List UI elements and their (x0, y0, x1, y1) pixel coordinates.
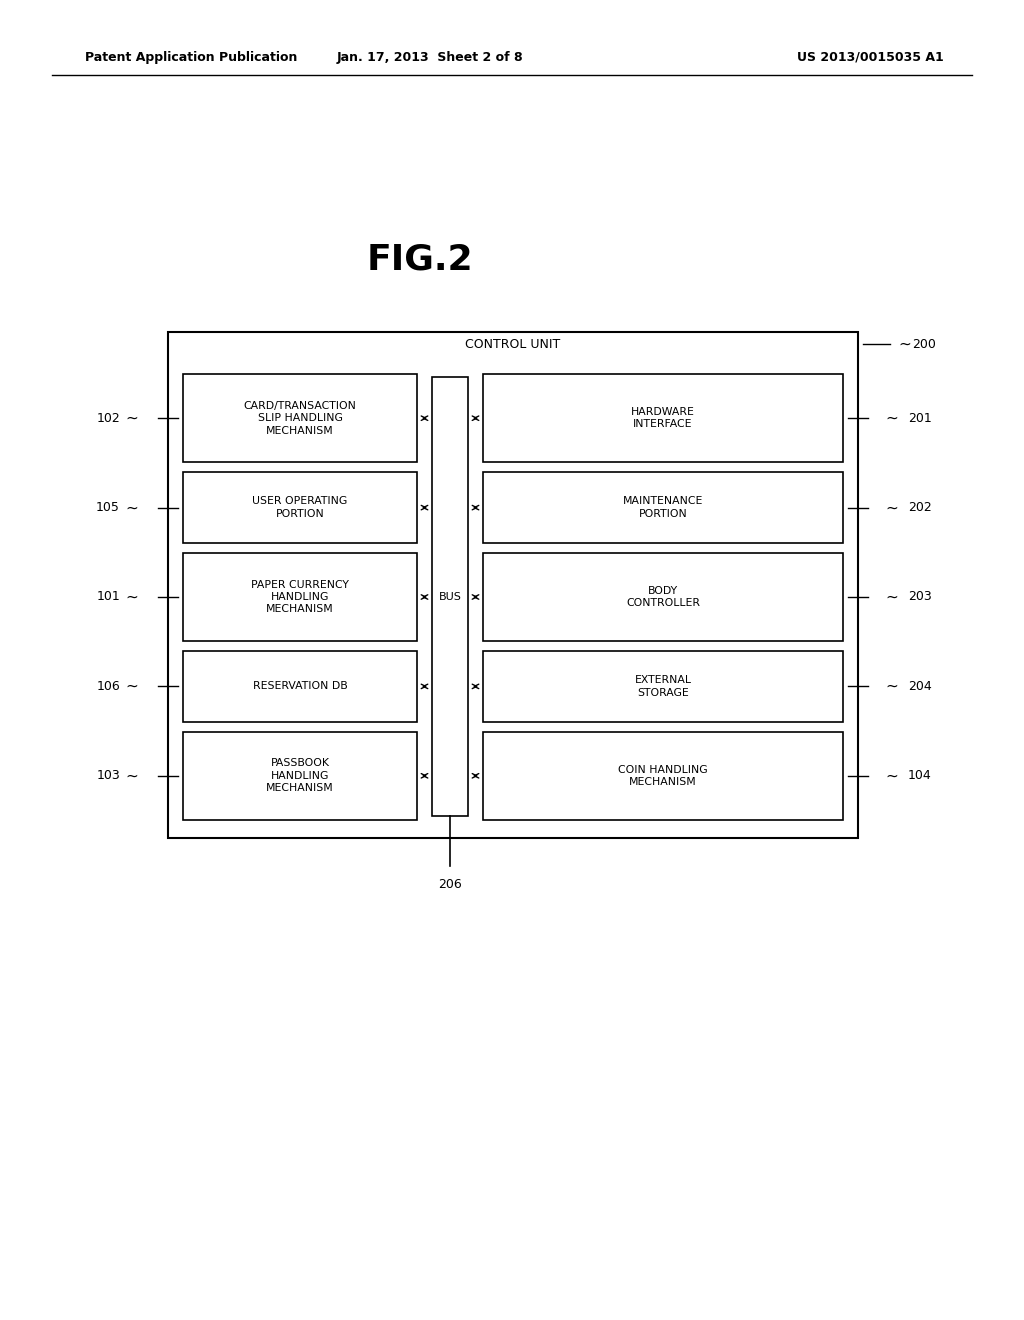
Text: Patent Application Publication: Patent Application Publication (85, 50, 297, 63)
Text: CARD/TRANSACTION
SLIP HANDLING
MECHANISM: CARD/TRANSACTION SLIP HANDLING MECHANISM (244, 401, 356, 436)
Text: 202: 202 (908, 502, 932, 513)
Text: 200: 200 (912, 338, 936, 351)
Text: ~: ~ (886, 768, 898, 783)
Text: 104: 104 (908, 770, 932, 783)
Text: ~: ~ (126, 678, 138, 694)
Text: COIN HANDLING
MECHANISM: COIN HANDLING MECHANISM (618, 764, 708, 787)
Text: 105: 105 (96, 502, 120, 513)
Text: 102: 102 (96, 412, 120, 425)
Text: FIG.2: FIG.2 (367, 243, 473, 277)
Bar (483, 374, 843, 462)
Text: PAPER CURRENCY
HANDLING
MECHANISM: PAPER CURRENCY HANDLING MECHANISM (251, 579, 349, 614)
Bar (483, 473, 843, 543)
Text: ~: ~ (126, 768, 138, 783)
Text: BODY
CONTROLLER: BODY CONTROLLER (626, 586, 700, 609)
Text: 204: 204 (908, 680, 932, 693)
Bar (168, 333, 858, 838)
Text: ~: ~ (886, 590, 898, 605)
Text: HARDWARE
INTERFACE: HARDWARE INTERFACE (631, 407, 695, 429)
Text: EXTERNAL
STORAGE: EXTERNAL STORAGE (635, 676, 691, 697)
Text: BUS: BUS (438, 591, 462, 602)
Bar (183, 553, 417, 642)
Text: ~: ~ (886, 678, 898, 694)
Bar (432, 378, 468, 816)
Text: ~: ~ (126, 590, 138, 605)
Text: 203: 203 (908, 590, 932, 603)
Text: PASSBOOK
HANDLING
MECHANISM: PASSBOOK HANDLING MECHANISM (266, 759, 334, 793)
Text: 103: 103 (96, 770, 120, 783)
Text: Jan. 17, 2013  Sheet 2 of 8: Jan. 17, 2013 Sheet 2 of 8 (337, 50, 523, 63)
Text: USER OPERATING
PORTION: USER OPERATING PORTION (252, 496, 347, 519)
Text: 206: 206 (438, 878, 462, 891)
Text: 201: 201 (908, 412, 932, 425)
Bar (483, 731, 843, 820)
Bar (183, 473, 417, 543)
Text: ~: ~ (126, 500, 138, 515)
Text: ~: ~ (886, 500, 898, 515)
Text: ~: ~ (126, 411, 138, 426)
Bar (183, 651, 417, 722)
Text: US 2013/0015035 A1: US 2013/0015035 A1 (797, 50, 943, 63)
Text: MAINTENANCE
PORTION: MAINTENANCE PORTION (623, 496, 703, 519)
Text: 106: 106 (96, 680, 120, 693)
Text: ~: ~ (898, 337, 910, 351)
Text: CONTROL UNIT: CONTROL UNIT (465, 338, 560, 351)
Bar (483, 553, 843, 642)
Text: ~: ~ (886, 411, 898, 426)
Text: 101: 101 (96, 590, 120, 603)
Bar (483, 651, 843, 722)
Text: RESERVATION DB: RESERVATION DB (253, 681, 347, 692)
Bar (183, 374, 417, 462)
Bar (183, 731, 417, 820)
